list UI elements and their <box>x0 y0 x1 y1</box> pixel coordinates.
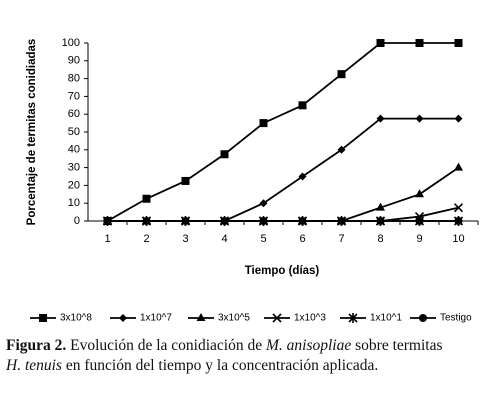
caption-text: Figura 2. <box>6 337 67 354</box>
data-point <box>454 217 463 225</box>
caption-text: M. anisopliae <box>266 337 352 354</box>
y-tick-label: 80 <box>68 73 80 85</box>
chart: Porcentaje de termitas conidiadas Tiempo… <box>26 37 479 324</box>
caption-line: Figura 2. Evolución de la conidiación de… <box>6 336 496 356</box>
data-point <box>298 217 307 225</box>
data-point <box>259 217 268 225</box>
data-point <box>259 199 268 208</box>
caption-text: sobre termitas <box>351 337 443 354</box>
y-tick-label: 100 <box>62 37 80 49</box>
series-line <box>107 206 459 222</box>
data-point <box>453 203 464 213</box>
x-tick-label: 9 <box>416 233 422 245</box>
legend-marker <box>119 314 127 322</box>
data-point <box>220 150 229 159</box>
x-tick-label: 6 <box>299 233 305 245</box>
caption-text: Evolución de la conidiación de <box>66 337 266 354</box>
data-point <box>337 70 346 79</box>
x-tick-label: 1 <box>104 233 110 245</box>
legend-marker <box>419 314 427 322</box>
legend-label: Testigo <box>440 313 472 324</box>
data-point <box>298 101 307 110</box>
y-tick-label: 90 <box>68 55 80 67</box>
x-tick-label: 5 <box>260 233 266 245</box>
y-tick-label: 10 <box>68 197 80 209</box>
caption-text: en función del tiempo y la concentración… <box>61 357 379 374</box>
x-tick-label: 8 <box>377 233 383 245</box>
x-tick-label: 10 <box>452 233 464 245</box>
y-tick-label: 0 <box>74 215 80 227</box>
data-point <box>454 39 463 47</box>
data-point <box>376 202 385 211</box>
legend-marker <box>348 313 358 323</box>
data-point <box>376 114 385 123</box>
data-point <box>103 217 112 225</box>
legend-label: 1x10^7 <box>140 313 172 324</box>
caption-text: H. tenuis <box>6 357 62 374</box>
y-tick-label: 20 <box>68 179 80 191</box>
legend-marker <box>196 313 206 321</box>
data-point <box>415 189 424 198</box>
data-point <box>415 114 424 123</box>
data-point <box>454 162 463 171</box>
data-point <box>376 217 385 225</box>
data-point <box>142 217 151 225</box>
series-line <box>107 166 460 222</box>
y-tick-label: 70 <box>68 90 80 102</box>
x-axis-title: Tiempo (días) <box>245 265 320 277</box>
x-tick-label: 7 <box>338 233 344 245</box>
legend-label: 3x10^8 <box>60 313 92 324</box>
y-tick-label: 30 <box>68 162 80 174</box>
data-point <box>337 217 346 225</box>
legend-marker <box>39 314 47 322</box>
legend-label: 1x10^1 <box>370 313 402 324</box>
data-point <box>181 217 190 225</box>
data-point <box>337 145 346 154</box>
y-tick-label: 40 <box>68 144 80 156</box>
caption: Figura 2. Evolución de la conidiación de… <box>6 336 496 376</box>
x-tick-label: 3 <box>182 233 188 245</box>
legend-marker <box>272 313 282 323</box>
legend-label: 3x10^5 <box>218 313 250 324</box>
y-tick-label: 50 <box>68 126 80 138</box>
y-axis-title: Porcentaje de termitas conidiadas <box>26 39 38 226</box>
data-point <box>220 217 229 225</box>
caption-line: H. tenuis en función del tiempo y la con… <box>6 356 496 376</box>
x-tick-label: 4 <box>221 233 227 245</box>
legend-label: 1x10^3 <box>294 313 326 324</box>
data-point <box>259 119 268 128</box>
data-point <box>298 172 307 181</box>
data-point <box>142 194 151 203</box>
series-line <box>107 117 459 222</box>
series-line <box>107 42 459 222</box>
x-tick-label: 2 <box>143 233 149 245</box>
data-point <box>415 217 424 225</box>
data-point <box>181 176 190 185</box>
data-point <box>376 39 385 47</box>
data-point <box>415 39 424 47</box>
y-tick-label: 60 <box>68 108 80 120</box>
data-point <box>454 114 463 123</box>
